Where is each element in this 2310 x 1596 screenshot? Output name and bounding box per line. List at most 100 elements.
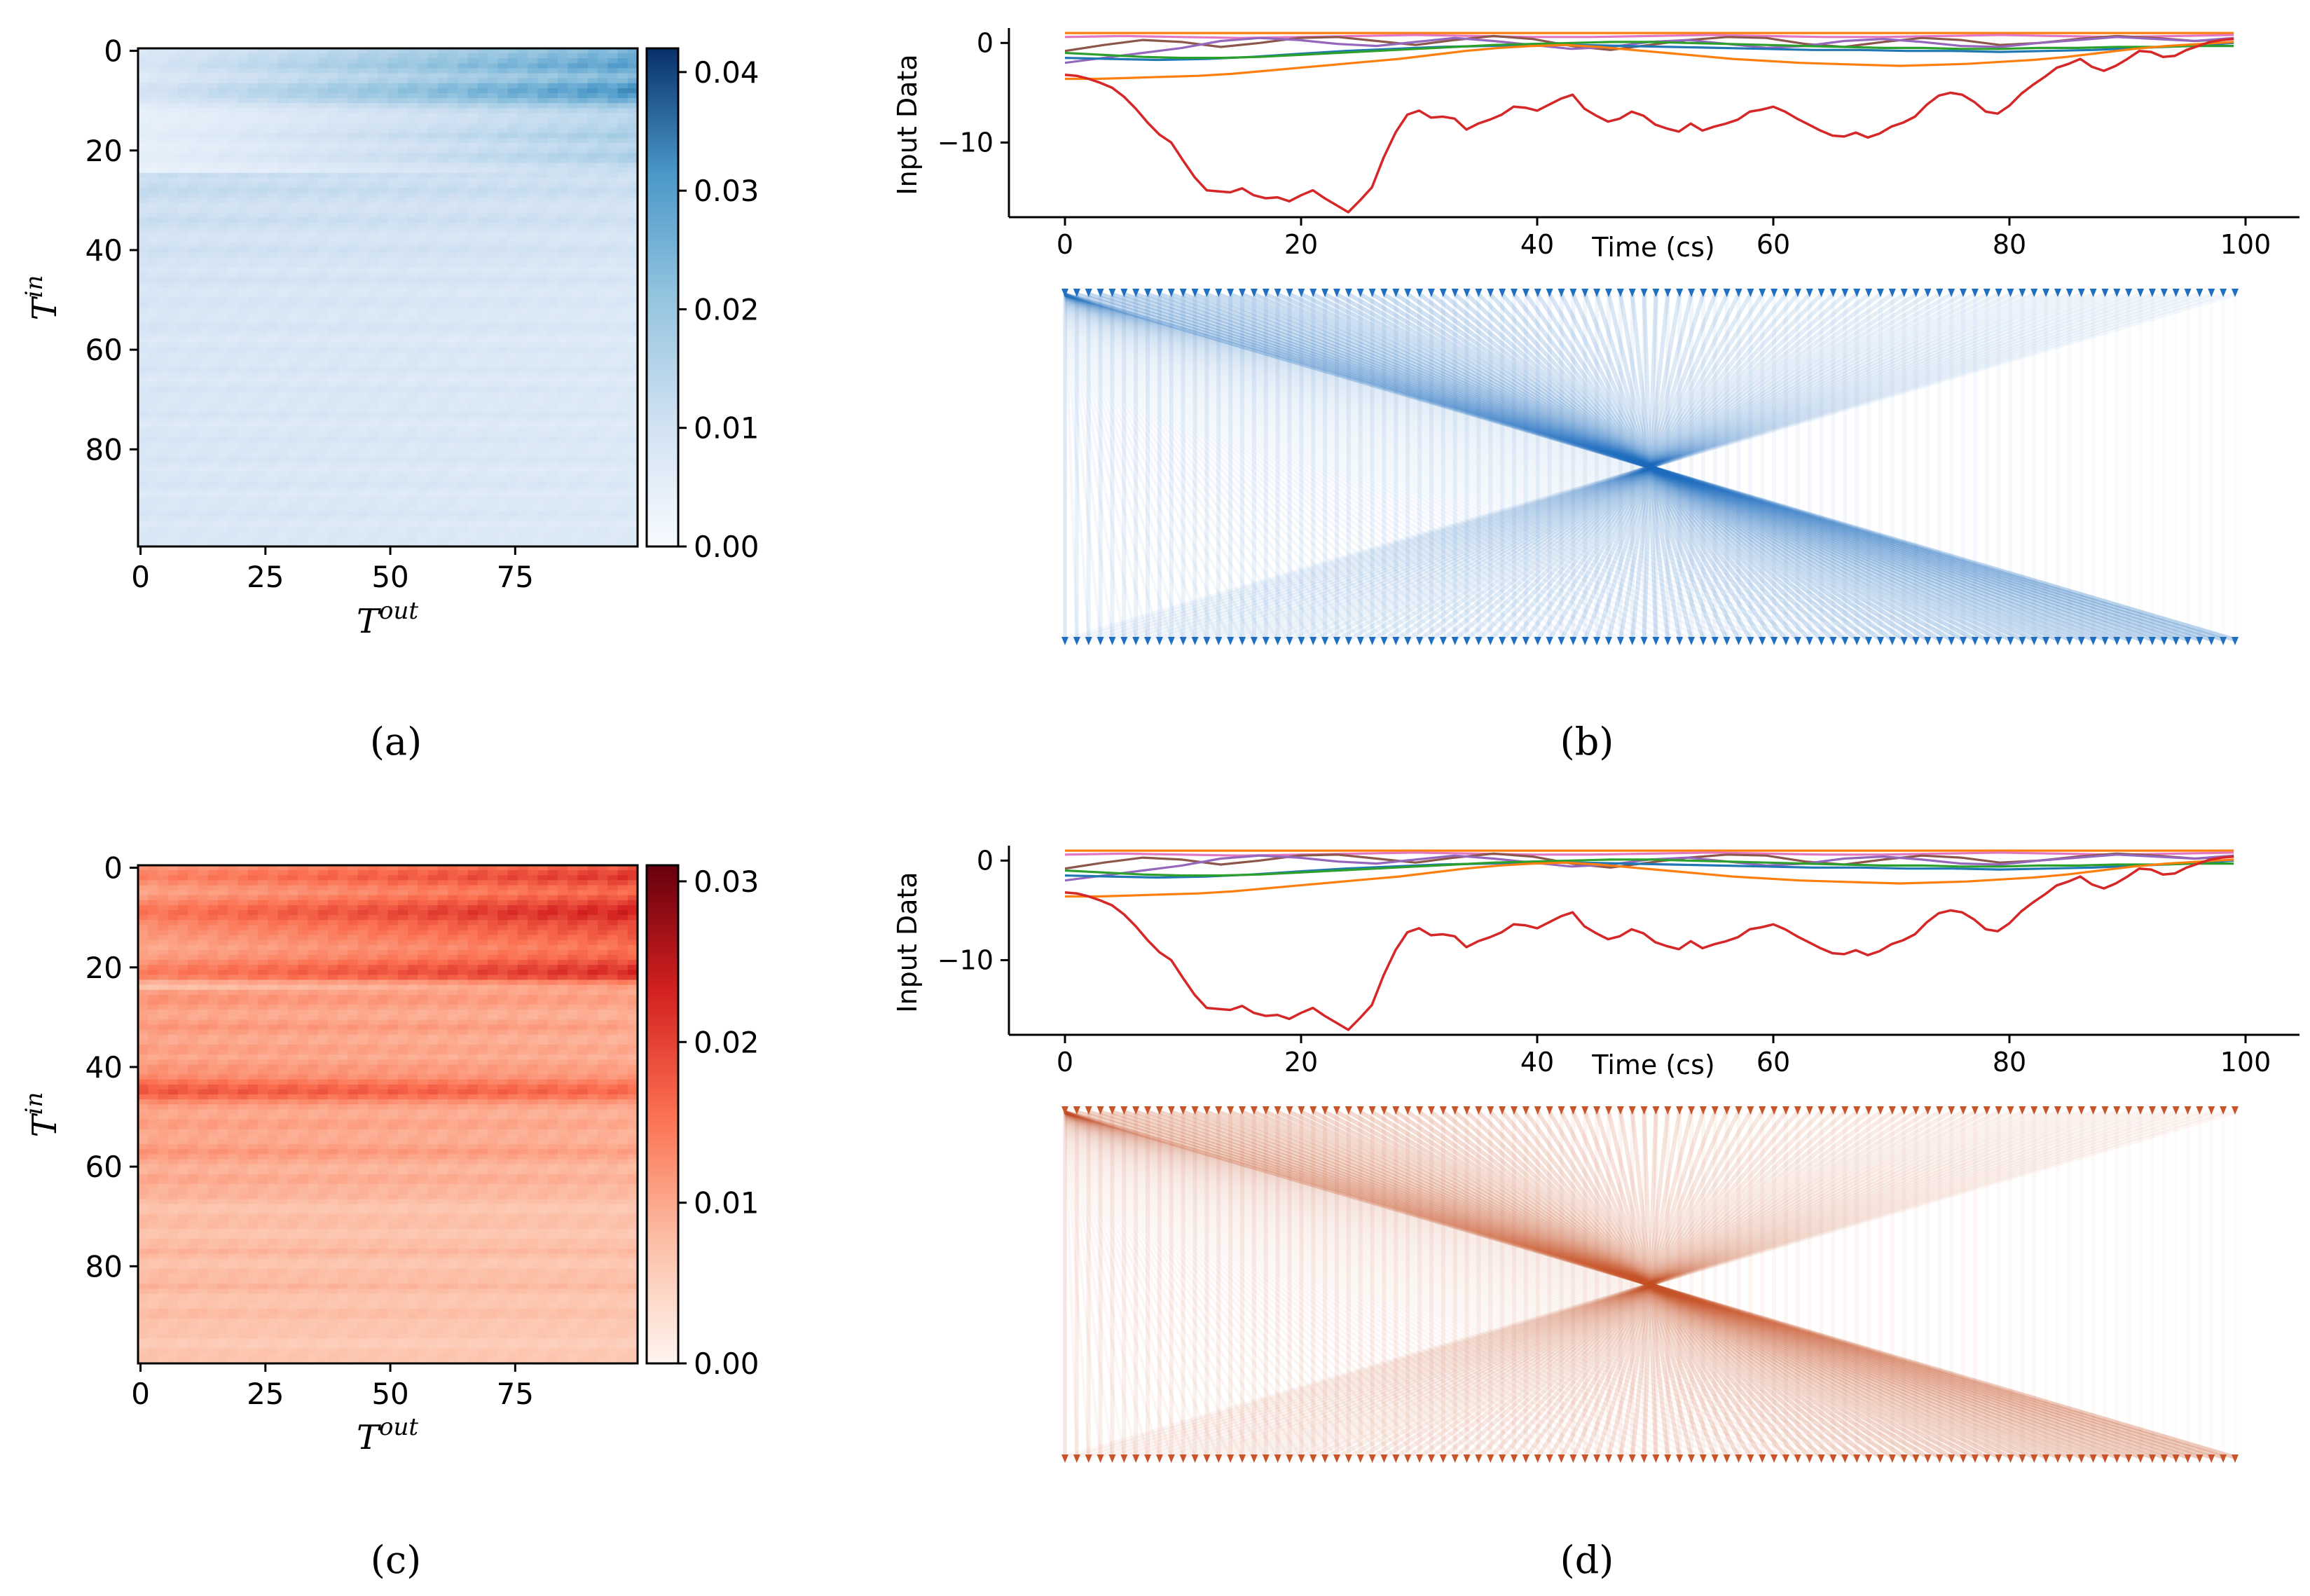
heatmap-cell xyxy=(327,242,338,248)
heatmap-cell xyxy=(517,282,528,288)
heatmap-cell xyxy=(138,417,149,422)
heatmap-cell xyxy=(448,267,458,273)
heatmap-cell xyxy=(477,257,488,263)
heatmap-cell xyxy=(427,193,439,198)
heatmap-cell xyxy=(617,516,628,523)
heatmap-cell xyxy=(427,347,439,353)
heatmap-cell xyxy=(517,137,528,144)
heatmap-cell xyxy=(397,252,408,259)
heatmap-cell xyxy=(387,222,399,228)
heatmap-cell xyxy=(317,342,329,348)
heatmap-cell xyxy=(258,502,268,507)
heatmap-cell xyxy=(507,397,518,403)
heatmap-cell xyxy=(577,202,589,209)
heatmap-cell xyxy=(348,457,359,462)
heatmap-cell xyxy=(167,113,179,119)
heatmap-cell xyxy=(298,108,309,114)
heatmap-cell xyxy=(597,367,608,373)
heatmap-cell xyxy=(148,476,159,483)
heatmap-cell xyxy=(568,272,579,278)
heatmap-cell xyxy=(317,88,329,94)
heatmap-cell xyxy=(277,342,289,348)
heatmap-cell xyxy=(378,287,389,293)
heatmap-cell xyxy=(528,153,538,159)
heatmap-cell xyxy=(298,103,309,109)
heatmap-cell xyxy=(287,332,298,338)
heatmap-cell xyxy=(387,167,399,174)
heatmap-cell xyxy=(568,526,579,532)
heatmap-cell xyxy=(437,307,448,313)
heatmap-cell xyxy=(437,262,448,268)
heatmap-cell xyxy=(207,372,219,378)
heatmap-cell xyxy=(317,372,329,378)
heatmap-cell xyxy=(537,372,549,378)
heatmap-cell xyxy=(597,48,608,54)
heatmap-cell xyxy=(327,332,338,338)
heatmap-cell xyxy=(327,312,338,318)
heatmap-cell xyxy=(138,267,149,273)
heatmap-cell xyxy=(418,238,429,243)
heatmap-cell xyxy=(287,422,298,427)
heatmap-cell xyxy=(198,193,209,198)
heatmap-cell xyxy=(408,247,418,254)
heatmap-cell xyxy=(568,312,579,318)
heatmap-cell xyxy=(357,347,369,353)
heatmap-cell xyxy=(317,182,329,188)
heatmap-cell xyxy=(547,502,558,507)
heatmap-cell xyxy=(467,342,479,348)
heatmap-cell xyxy=(488,467,498,472)
heatmap-cell xyxy=(627,153,638,159)
heatmap-cell xyxy=(317,188,329,193)
heatmap-cell xyxy=(547,312,558,318)
heatmap-cell xyxy=(418,198,429,204)
heatmap-cell xyxy=(367,227,378,233)
heatmap-cell xyxy=(357,78,369,84)
heatmap-cell xyxy=(577,83,589,89)
heatmap-cell xyxy=(357,292,369,298)
heatmap-cell xyxy=(268,511,279,517)
heatmap-cell xyxy=(277,92,289,99)
heatmap-cell xyxy=(228,531,239,537)
heatmap-cell xyxy=(587,132,598,139)
heatmap-cell xyxy=(247,417,259,422)
heatmap-cell xyxy=(138,137,149,144)
heatmap-cell xyxy=(568,158,579,164)
heatmap-cell xyxy=(458,446,469,453)
heatmap-cell xyxy=(247,198,259,204)
heatmap-cell xyxy=(397,163,408,169)
heatmap-cell xyxy=(427,238,439,243)
heatmap-cell xyxy=(317,198,329,204)
heatmap-cell xyxy=(458,377,469,383)
heatmap-cell xyxy=(427,207,439,214)
heatmap-cell xyxy=(148,113,159,119)
heatmap-cell xyxy=(277,502,289,507)
heatmap-cell xyxy=(357,432,369,438)
heatmap-cell xyxy=(597,227,608,233)
heatmap-cell xyxy=(448,277,458,283)
heatmap-cell xyxy=(247,113,259,119)
heatmap-cell xyxy=(397,212,408,219)
heatmap-cell xyxy=(198,476,209,483)
heatmap-cell xyxy=(348,377,359,383)
heatmap-cell xyxy=(258,292,268,298)
heatmap-cell xyxy=(537,287,549,293)
heatmap-cell xyxy=(138,247,149,254)
heatmap-cell xyxy=(587,502,598,507)
heatmap-cell xyxy=(138,521,149,528)
heatmap-cell xyxy=(308,98,319,104)
heatmap-cell xyxy=(557,292,568,298)
heatmap-cell xyxy=(317,227,329,233)
heatmap-cell xyxy=(287,247,298,254)
heatmap-cell xyxy=(427,531,439,537)
heatmap-cell xyxy=(627,92,638,99)
heatmap-cell xyxy=(577,92,589,99)
heatmap-cell xyxy=(188,277,199,283)
heatmap-cell xyxy=(218,427,228,433)
heatmap-cell xyxy=(597,432,608,438)
heatmap-cell xyxy=(158,247,169,254)
heatmap-cell xyxy=(357,193,369,198)
heatmap-cell xyxy=(477,83,488,89)
heatmap-cell xyxy=(477,317,488,323)
heatmap-cell xyxy=(617,53,628,59)
heatmap-cell xyxy=(178,467,188,472)
